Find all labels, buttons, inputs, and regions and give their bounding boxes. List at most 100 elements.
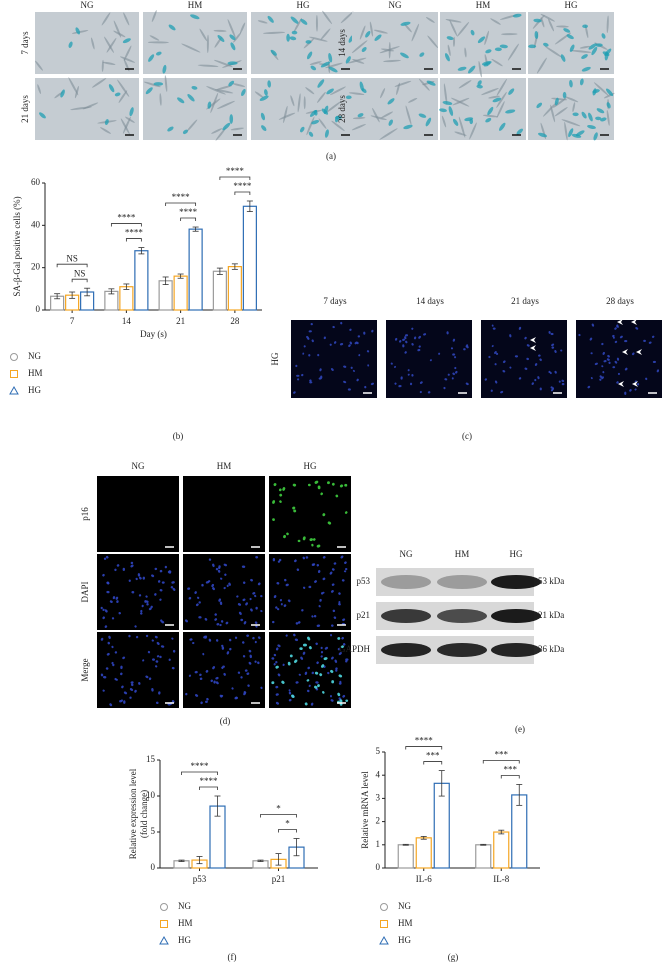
image-background bbox=[440, 78, 526, 140]
stained-cell bbox=[539, 387, 542, 391]
arrowhead bbox=[636, 349, 642, 355]
arrowhead bbox=[631, 319, 637, 325]
stained-cell bbox=[214, 613, 217, 616]
cell-body bbox=[491, 58, 503, 67]
stained-cell bbox=[477, 80, 482, 86]
stained-cell bbox=[187, 94, 195, 102]
stained-cell bbox=[403, 124, 413, 130]
stained-cell bbox=[156, 51, 162, 56]
stained-cell bbox=[494, 47, 502, 52]
stained-cell bbox=[505, 109, 516, 114]
significance-label: **** bbox=[415, 736, 434, 746]
stained-cell bbox=[310, 65, 317, 71]
stained-cell bbox=[602, 371, 605, 374]
stained-cell bbox=[302, 556, 306, 560]
stained-cell bbox=[357, 335, 361, 338]
blot-band bbox=[491, 609, 541, 623]
stained-cell bbox=[104, 119, 109, 126]
stained-cell bbox=[363, 331, 366, 335]
stained-cell bbox=[512, 13, 522, 18]
legend-label: NG bbox=[398, 901, 411, 911]
image-background bbox=[386, 320, 472, 398]
stained-cell bbox=[554, 350, 557, 353]
stained-cell bbox=[333, 341, 337, 344]
stained-cell bbox=[651, 335, 655, 338]
stained-cell bbox=[155, 665, 158, 668]
stained-cell bbox=[226, 584, 229, 588]
stained-cell bbox=[334, 659, 338, 663]
stained-cell bbox=[119, 700, 123, 703]
micrograph bbox=[269, 632, 351, 708]
stained-cell bbox=[286, 532, 289, 536]
significance-bracket bbox=[71, 278, 88, 283]
micrograph bbox=[251, 78, 355, 140]
stained-cell bbox=[343, 365, 347, 368]
stained-cell bbox=[329, 343, 332, 346]
stained-cell bbox=[590, 377, 593, 380]
stained-cell bbox=[104, 609, 108, 613]
y-tick-label: 5 bbox=[376, 746, 381, 756]
stained-cell bbox=[490, 389, 493, 392]
cell-body bbox=[217, 100, 235, 110]
stained-cell bbox=[249, 654, 252, 659]
cell-body bbox=[593, 82, 609, 96]
legend-marker bbox=[380, 920, 388, 928]
stained-cell bbox=[343, 380, 347, 384]
stained-cell bbox=[600, 117, 607, 122]
stained-cell bbox=[289, 36, 297, 41]
stained-cell bbox=[339, 343, 344, 346]
cell-body bbox=[496, 78, 507, 96]
stained-cell bbox=[207, 580, 211, 583]
stained-cell bbox=[338, 592, 341, 595]
stained-cell bbox=[159, 569, 163, 573]
stained-cell bbox=[319, 673, 323, 677]
cell-body bbox=[550, 104, 556, 123]
stained-cell bbox=[264, 89, 268, 96]
stained-cell bbox=[594, 362, 598, 366]
cell-body bbox=[211, 128, 223, 134]
stained-cell bbox=[310, 323, 313, 326]
stained-cell bbox=[388, 119, 393, 126]
stained-cell bbox=[635, 327, 639, 330]
stained-cell bbox=[135, 635, 139, 639]
legend-marker bbox=[379, 935, 389, 945]
stained-cell bbox=[155, 701, 159, 705]
stained-cell bbox=[75, 27, 81, 35]
stained-cell bbox=[228, 80, 235, 87]
stained-cell bbox=[306, 51, 313, 60]
cell-body bbox=[151, 10, 157, 23]
stained-cell bbox=[243, 621, 247, 625]
stained-cell bbox=[568, 128, 574, 138]
bar bbox=[158, 280, 173, 311]
cell-body bbox=[143, 81, 161, 88]
legend-label: NG bbox=[178, 901, 191, 911]
cell-body bbox=[101, 59, 104, 72]
significance-bracket bbox=[110, 223, 142, 227]
cell-body bbox=[380, 88, 386, 99]
stained-cell bbox=[327, 521, 332, 525]
stained-cell bbox=[581, 66, 591, 72]
stained-cell bbox=[198, 616, 202, 619]
stained-cell bbox=[140, 612, 143, 615]
stained-cell bbox=[68, 41, 73, 48]
stained-cell bbox=[198, 601, 201, 604]
cell-body bbox=[427, 35, 439, 48]
stained-cell bbox=[252, 592, 256, 595]
image-background bbox=[35, 78, 139, 140]
stained-cell bbox=[572, 112, 579, 117]
image-background bbox=[183, 632, 265, 708]
micrograph bbox=[291, 320, 377, 398]
stained-cell bbox=[271, 620, 275, 624]
stained-cell bbox=[302, 586, 306, 589]
error-bar bbox=[402, 843, 409, 846]
y-tick-label: 1 bbox=[376, 839, 381, 849]
cell-body bbox=[379, 128, 398, 140]
significance-label: NS bbox=[74, 268, 86, 278]
blot-band bbox=[381, 575, 431, 589]
stained-cell bbox=[345, 95, 352, 100]
cell-body bbox=[181, 43, 201, 53]
stained-cell bbox=[634, 388, 637, 391]
stained-cell bbox=[492, 327, 496, 330]
significance-bracket bbox=[405, 746, 443, 750]
cell-body bbox=[478, 60, 482, 78]
